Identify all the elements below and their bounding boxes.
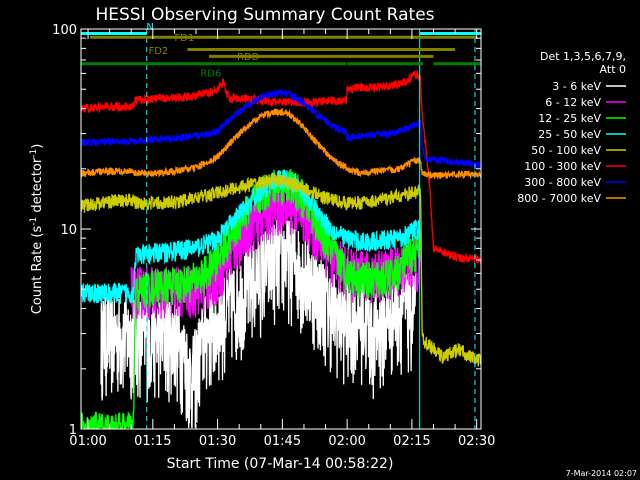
- series-line-3-6-kev: [100, 219, 417, 429]
- mode-bar-label-rdd: RDD: [237, 52, 260, 63]
- x-tick-label: 01:30: [199, 434, 236, 449]
- legend-header-line-0: Det 1,3,5,6,7,9,: [540, 50, 626, 63]
- plot-area: N FD1 FD2 RDD RD6 1 10 100 01:00 01:15 01:30 01:45 0…: [52, 22, 495, 449]
- mode-bar-label-fd2: FD2: [148, 46, 168, 57]
- y-tick-label: 100: [52, 23, 77, 38]
- series-line-25-50-kev: [81, 169, 421, 304]
- legend-entry-label-7: 800 - 7000 keV: [517, 192, 601, 205]
- mode-bar-label-n: N: [146, 22, 153, 33]
- legend-entry-label-4: 50 - 100 keV: [531, 144, 601, 157]
- x-tick-label: 01:00: [69, 434, 106, 449]
- x-tick-label: 02:00: [328, 434, 365, 449]
- mode-bar-label-fd1: FD1: [174, 33, 194, 44]
- legend-entry-label-5: 100 - 300 keV: [524, 160, 601, 173]
- series-line-100-300-kev: [81, 70, 481, 264]
- x-tick-label: 02:30: [458, 434, 495, 449]
- legend-entry-label-1: 6 - 12 keV: [545, 96, 601, 109]
- y-tick-label: 1: [69, 423, 77, 438]
- footer-timestamp: 7-Mar-2014 02:07: [566, 469, 637, 478]
- legend: Det 1,3,5,6,7,9,Att 0 3 - 6 keV 6 - 12 keV…: [517, 50, 626, 205]
- legend-entry-label-3: 25 - 50 keV: [538, 128, 601, 141]
- x-axis-label: Start Time (07-Mar-14 00:58:22): [167, 456, 394, 472]
- series-line-800-7000-kev: [81, 107, 481, 180]
- legend-entry-label-6: 300 - 800 keV: [524, 176, 601, 189]
- y-tick-label: 10: [60, 223, 77, 238]
- x-tick-label: 02:15: [393, 434, 430, 449]
- legend-entry-label-0: 3 - 6 keV: [552, 80, 601, 93]
- series-line-50-100-kev: [81, 172, 481, 367]
- x-tick-label: 01:45: [264, 434, 301, 449]
- legend-entry-label-2: 12 - 25 keV: [538, 112, 601, 125]
- y-axis-label: Count Rate (s-1 detector-1): [29, 144, 45, 315]
- chart-title: HESSI Observing Summary Count Rates: [95, 5, 434, 25]
- series-line-300-800-kev: [81, 88, 481, 170]
- series-group: [81, 70, 481, 429]
- mode-bar-label-rd6: RD6: [200, 68, 221, 79]
- x-tick-label: 01:15: [134, 434, 171, 449]
- legend-header-line-1: Att 0: [600, 63, 626, 76]
